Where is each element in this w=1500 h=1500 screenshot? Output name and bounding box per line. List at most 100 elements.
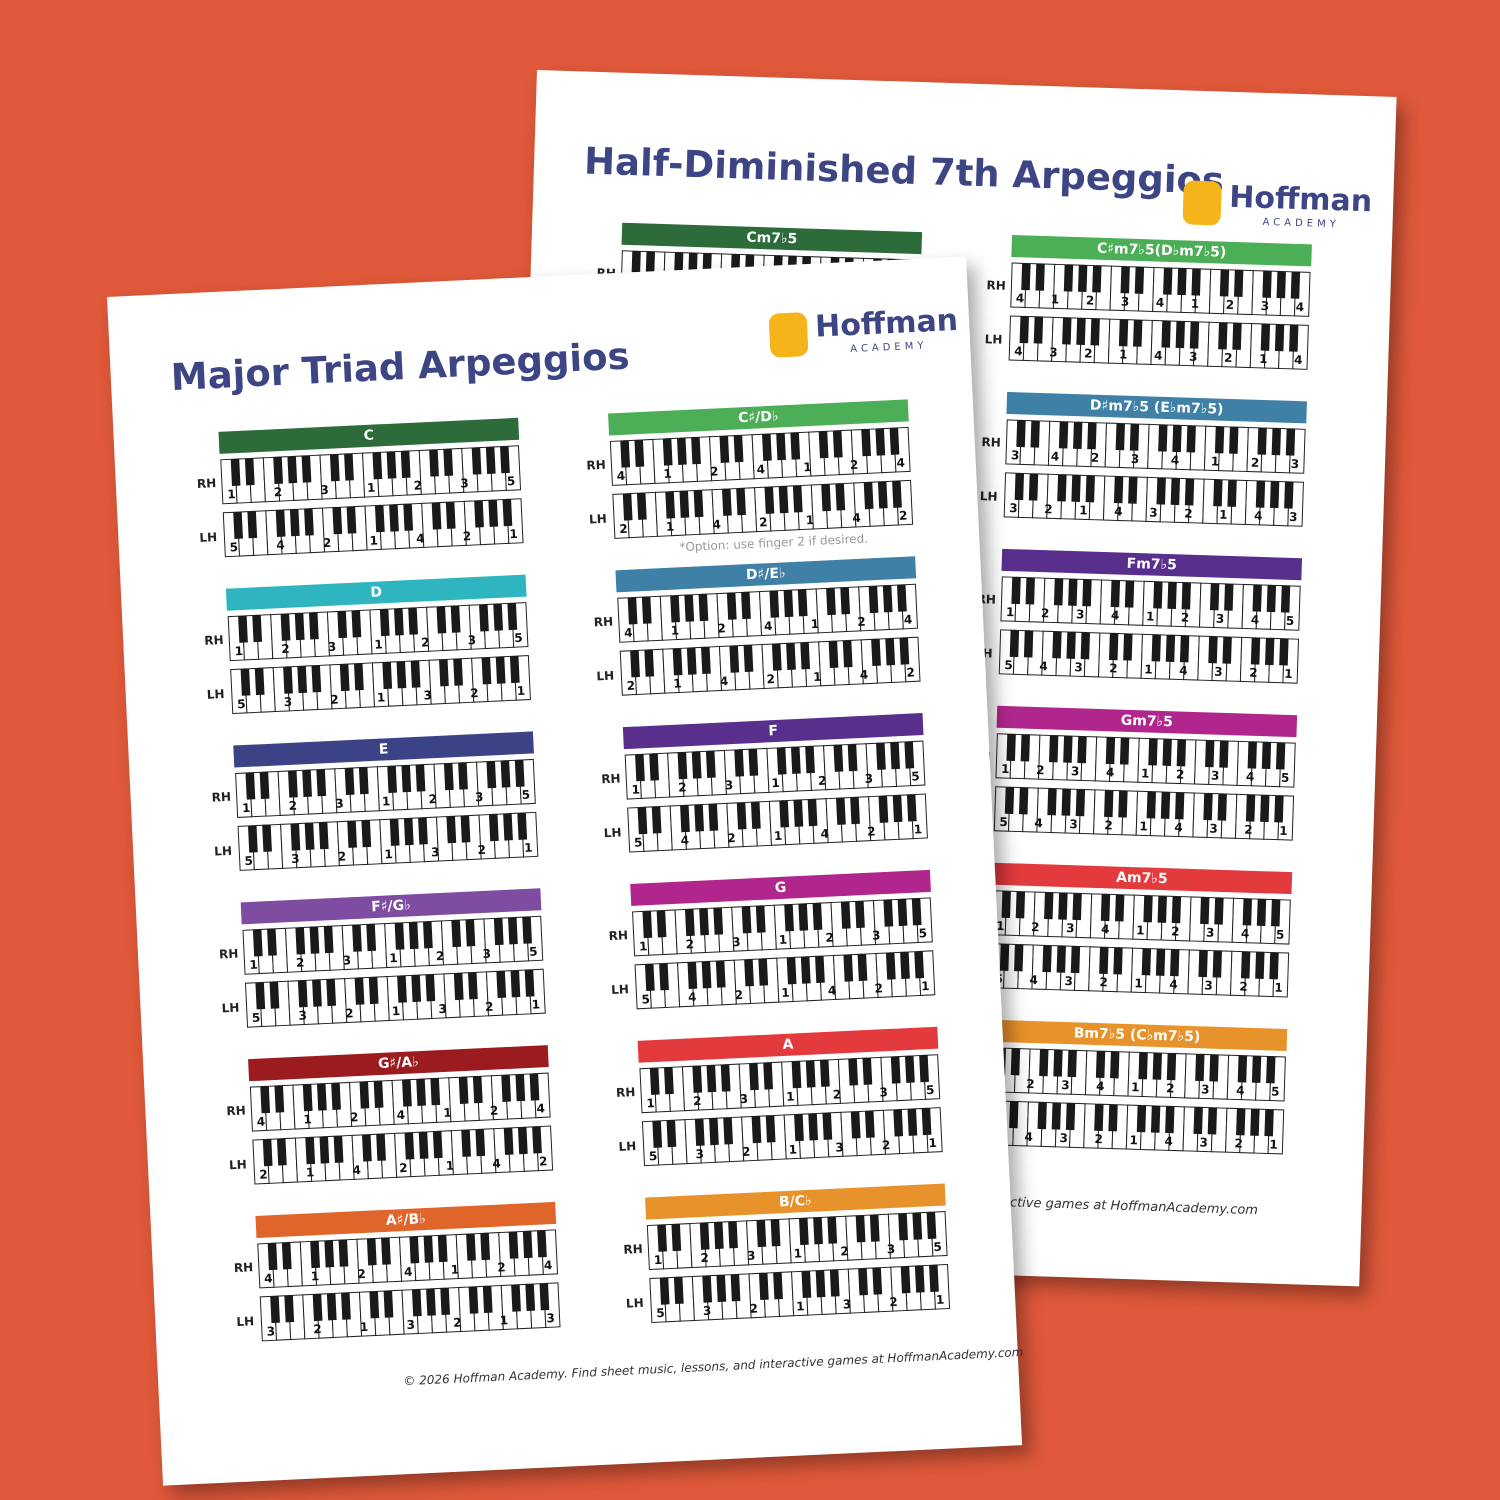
finger-number: 3 <box>1071 764 1080 778</box>
finger-number: 1 <box>509 527 518 541</box>
black-key <box>892 480 902 508</box>
finger-number: 2 <box>296 955 305 969</box>
black-key <box>665 491 676 519</box>
finger-number: 1 <box>369 534 378 548</box>
black-key <box>769 590 780 618</box>
black-key <box>503 1127 514 1155</box>
black-key <box>488 814 499 842</box>
black-key <box>790 432 801 460</box>
keyboard: 2 1 4 2 1 4 2 <box>252 1125 554 1185</box>
black-key <box>402 1079 412 1107</box>
black-key <box>1209 1054 1219 1082</box>
finger-number: 4 <box>1029 973 1038 987</box>
black-key <box>1006 734 1016 762</box>
black-key <box>475 1129 486 1157</box>
black-key <box>418 1131 429 1159</box>
black-key <box>262 824 272 852</box>
black-key <box>389 504 399 532</box>
black-key <box>297 980 308 1008</box>
chord-header: Fm7♭5 <box>1001 548 1303 581</box>
finger-number: 3 <box>283 695 292 709</box>
black-key <box>503 813 513 841</box>
logo-name: Hoffman <box>814 302 959 345</box>
black-key <box>773 1272 783 1300</box>
black-key <box>1170 949 1180 977</box>
finger-number: 1 <box>1146 609 1155 623</box>
black-key <box>329 454 340 482</box>
black-key <box>354 663 364 691</box>
finger-number: 4 <box>1111 608 1120 622</box>
black-key <box>691 751 702 779</box>
black-key <box>394 922 405 950</box>
finger-number: 2 <box>490 1103 499 1117</box>
finger-number: 4 <box>1114 504 1123 518</box>
black-key <box>1077 265 1088 293</box>
black-key <box>1128 476 1138 504</box>
black-key <box>1251 1055 1262 1083</box>
finger-number: 1 <box>234 644 243 658</box>
black-key <box>776 747 787 775</box>
black-key <box>627 597 638 625</box>
black-key <box>864 1110 875 1138</box>
finger-number: 2 <box>1176 767 1185 781</box>
finger-number: 3 <box>1131 452 1140 466</box>
black-key <box>914 1265 925 1293</box>
black-key <box>425 974 436 1002</box>
black-key <box>474 500 484 528</box>
black-key <box>1047 788 1057 816</box>
black-key <box>914 951 925 979</box>
black-key <box>634 439 645 467</box>
black-key <box>465 919 476 947</box>
black-key <box>432 1131 443 1159</box>
finger-number: 4 <box>1154 349 1163 363</box>
finger-number: 4 <box>1024 1130 1033 1144</box>
black-key <box>770 1219 781 1247</box>
keyboard: 5 4 3 2 1 4 3 2 1 <box>998 629 1300 684</box>
finger-number: 2 <box>1251 456 1260 470</box>
finger-number: 1 <box>1079 503 1088 517</box>
finger-number: 4 <box>352 1163 361 1177</box>
black-key <box>1015 891 1026 919</box>
black-key <box>828 640 839 669</box>
finger-number: 2 <box>470 686 479 700</box>
black-key <box>1110 580 1121 608</box>
black-key <box>677 752 688 780</box>
keyboard: 4 3 2 1 4 3 2 1 4 <box>1008 315 1309 370</box>
black-key <box>680 805 690 833</box>
finger-number: 1 <box>1136 923 1145 937</box>
black-key <box>346 506 357 534</box>
black-key <box>1141 948 1152 976</box>
hand-label: LH <box>199 530 218 545</box>
hand-label: RH <box>593 614 614 630</box>
black-key <box>872 1267 883 1295</box>
black-key <box>858 1268 868 1296</box>
black-key <box>1146 791 1156 819</box>
black-key <box>763 1062 774 1090</box>
finger-number: 3 <box>335 796 344 810</box>
logo-badge <box>768 312 809 358</box>
black-key <box>883 899 894 927</box>
finger-number: 4 <box>544 1258 553 1272</box>
black-key <box>869 1214 880 1242</box>
black-key <box>233 511 243 539</box>
black-key <box>1245 794 1256 822</box>
keyboard: 4 1 2 4 1 2 4 <box>249 1072 551 1132</box>
black-key <box>855 1215 866 1243</box>
black-key <box>644 963 655 992</box>
black-key <box>1162 739 1172 766</box>
black-key <box>1113 476 1124 504</box>
black-key <box>1257 427 1267 455</box>
black-key <box>429 449 439 477</box>
black-key <box>786 642 796 671</box>
black-key <box>273 456 284 484</box>
hand-label: LH <box>596 668 615 684</box>
finger-number: 1 <box>227 487 236 501</box>
finger-number: 1 <box>1284 667 1293 681</box>
black-key <box>472 1076 483 1104</box>
black-key <box>843 954 854 982</box>
keyboard: 1 2 3 1 2 3 5 <box>639 1054 941 1114</box>
black-key <box>876 742 886 770</box>
black-key <box>1123 633 1133 661</box>
finger-number: 2 <box>685 937 694 951</box>
hand-label: RH <box>211 789 232 805</box>
